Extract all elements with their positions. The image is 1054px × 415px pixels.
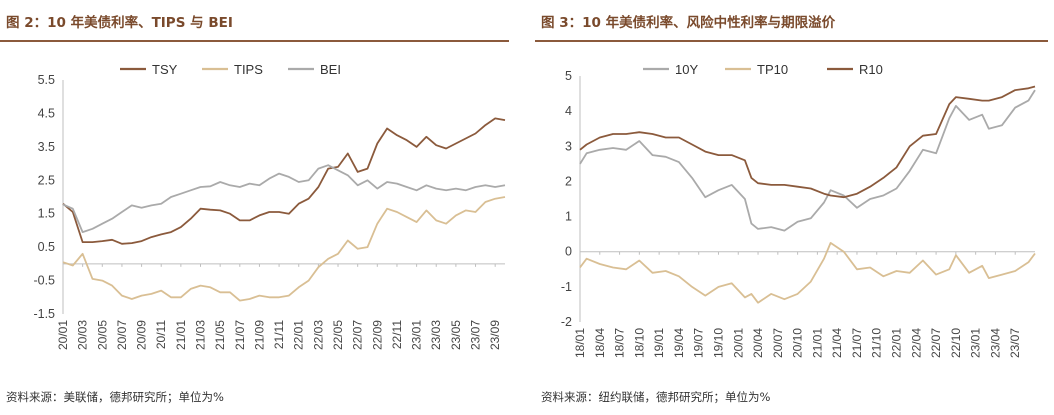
y-tick-label: 0 [565, 245, 572, 259]
tsy-tips-bei-chart: 5.5 4.5 3.5 2.5 1.5 0.5 -0.5 -1.520/01 20/03 20/0… [33, 62, 506, 350]
x-tick-label: 22/10 [949, 328, 963, 358]
x-tick-label: 19/01 [652, 328, 666, 358]
title-rule [0, 40, 509, 42]
y-tick-label: -2 [561, 315, 572, 329]
x-tick-label: 22/01 [890, 328, 904, 358]
legend-label: BEI [320, 62, 341, 77]
x-tick-label: 21/10 [870, 328, 884, 358]
x-tick-label: 18/07 [613, 328, 627, 358]
figure-2-panel: 图 2：10 年美债利率、TIPS 与 BEI 5.5 4.5 3.5 2.5 1.5 0… [0, 0, 515, 415]
series-line-tsy [62, 117, 506, 245]
x-tick-label: 22/05 [331, 320, 345, 350]
x-tick-label: 19/07 [692, 328, 706, 358]
x-tick-label: 20/04 [751, 328, 765, 358]
x-tick-label: 22/01 [292, 320, 306, 350]
x-tick-label: 22/03 [311, 320, 325, 350]
title-rule [535, 40, 1048, 42]
series-line-bei [62, 164, 506, 234]
x-tick-label: 23/07 [469, 320, 483, 350]
x-tick-label: 23/07 [1008, 328, 1022, 358]
x-tick-label: 20/01 [731, 328, 745, 358]
x-tick-label: 21/01 [174, 320, 188, 350]
y-tick-label: 5 [565, 69, 572, 83]
yield-decomposition-chart: 5 4 3 2 1 0 -1 -218/01 18/04 18/07 18/10 19/01 19/04… [561, 62, 1036, 358]
x-tick-label: 23/09 [488, 320, 502, 350]
x-tick-label: 22/11 [390, 320, 404, 349]
x-tick-label: 22/07 [351, 320, 365, 350]
legend-label: 10Y [675, 62, 698, 77]
y-tick-label: 3.5 [38, 140, 55, 154]
y-tick-label: -1.5 [33, 307, 55, 321]
x-tick-label: 19/10 [711, 328, 725, 358]
source-note: 资料来源：美联储，德邦研究所；单位为% [6, 390, 224, 404]
x-tick-label: 20/10 [791, 328, 805, 358]
x-tick-label: 21/11 [272, 320, 286, 349]
y-tick-label: 4 [565, 104, 572, 118]
x-tick-label: 21/01 [810, 328, 824, 358]
legend-label: R10 [859, 62, 883, 77]
x-tick-label: 21/04 [830, 328, 844, 358]
legend-label: TIPS [234, 62, 263, 77]
x-tick-label: 20/11 [154, 320, 168, 349]
y-tick-label: 5.5 [38, 73, 55, 87]
y-tick-label: 0.5 [38, 240, 55, 254]
legend-label: TSY [152, 62, 178, 77]
x-tick-label: 21/09 [252, 320, 266, 350]
x-tick-label: 20/05 [95, 320, 109, 350]
source-note: 资料来源：纽约联储，德邦研究所；单位为% [541, 390, 771, 404]
y-tick-label: 2.5 [38, 173, 55, 187]
y-tick-label: 2 [565, 174, 572, 188]
figure-3-panel: 图 3：10 年美债利率、风险中性利率与期限溢价 5 4 3 2 1 0 -1 -2 18/01… [535, 0, 1054, 415]
x-tick-label: 19/04 [672, 328, 686, 358]
x-tick-label: 18/10 [632, 328, 646, 358]
x-tick-label: 21/07 [233, 320, 247, 350]
x-tick-label: 21/07 [850, 328, 864, 358]
x-tick-label: 20/07 [771, 328, 785, 358]
x-tick-label: 23/01 [410, 320, 424, 350]
x-tick-label: 23/01 [969, 328, 983, 358]
x-tick-label: 21/05 [213, 320, 227, 350]
y-tick-label: 4.5 [38, 106, 55, 120]
x-tick-label: 22/07 [929, 328, 943, 358]
x-tick-label: 23/05 [449, 320, 463, 350]
y-tick-label: -1 [561, 280, 572, 294]
series-line-tips [62, 196, 506, 302]
x-tick-label: 20/03 [76, 320, 90, 350]
series-line-r10 [579, 85, 1036, 199]
x-tick-label: 23/04 [988, 328, 1002, 358]
x-tick-label: 18/04 [593, 328, 607, 358]
x-tick-label: 20/09 [135, 320, 149, 350]
series-line-tp10 [579, 241, 1036, 304]
x-tick-label: 21/03 [194, 320, 208, 350]
x-tick-label: 22/04 [909, 328, 923, 358]
y-tick-label: 3 [565, 139, 572, 153]
x-tick-label: 18/01 [573, 328, 587, 358]
x-tick-label: 20/07 [115, 320, 129, 350]
figure-title: 图 3：10 年美债利率、风险中性利率与期限溢价 [541, 15, 836, 31]
x-tick-label: 20/01 [56, 320, 70, 350]
figure-title: 图 2：10 年美债利率、TIPS 与 BEI [6, 15, 233, 31]
y-tick-label: 1.5 [38, 207, 55, 221]
x-tick-label: 22/09 [370, 320, 384, 350]
legend-label: TP10 [757, 62, 788, 77]
x-tick-label: 23/03 [429, 320, 443, 350]
series-line-10y [579, 89, 1036, 232]
y-tick-label: -0.5 [33, 274, 55, 288]
y-tick-label: 1 [565, 210, 572, 224]
